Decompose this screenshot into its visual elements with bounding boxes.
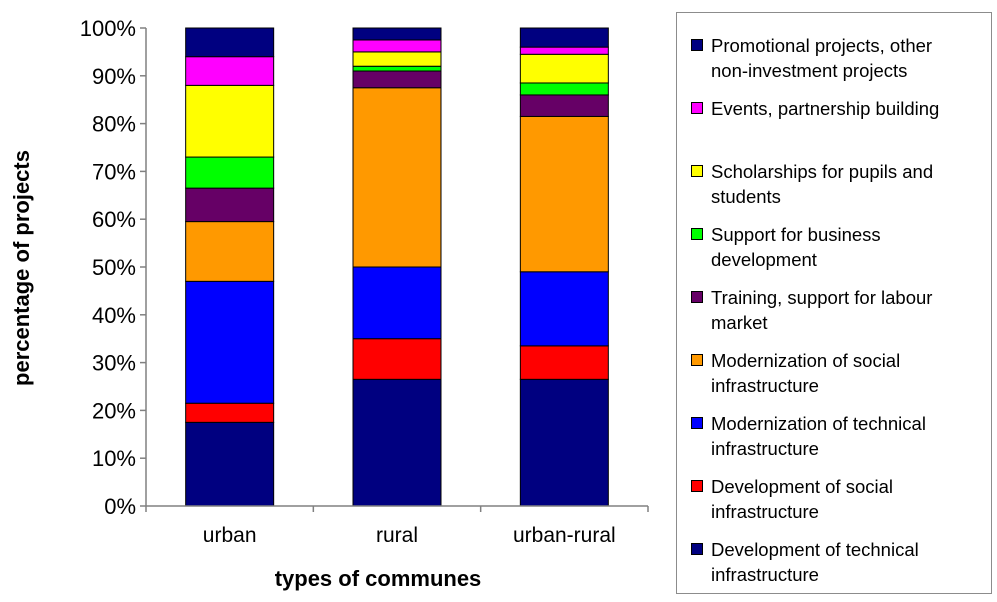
legend-label: Support for business development: [711, 224, 881, 270]
bar-rural-segment-7: [352, 39, 442, 53]
legend-swatch: [691, 543, 703, 555]
legend-item: Support for business development: [691, 222, 987, 272]
bar-rural-segment-4: [352, 70, 442, 89]
stacked-bar-chart: 0% 10% 20% 30% 40% 50% 60% 70% 80% 90% 100% urban r…: [9, 16, 649, 591]
legend-item: Events, partnership building: [691, 96, 987, 121]
legend-swatch: [691, 480, 703, 492]
bar-urban-segment-7: [185, 56, 275, 86]
legend-swatch: [691, 354, 703, 366]
legend-label: Development of technical infrastructure: [711, 539, 919, 585]
y-tick-label: 20%: [92, 398, 136, 423]
legend-label: Modernization of social infrastructure: [711, 350, 901, 396]
legend-label: Scholarships for pupils and students: [711, 161, 934, 207]
y-tick-label: 10%: [92, 446, 136, 471]
y-tick-label: 0%: [104, 494, 136, 519]
bar-urban-rural-segment-7: [519, 46, 609, 55]
bar-rural-segment-5: [352, 65, 442, 72]
bar-rural-segment-0: [352, 378, 442, 507]
legend-swatch: [691, 102, 703, 114]
legend-item: Scholarships for pupils and students: [691, 159, 987, 209]
bar-rural-segment-8: [352, 27, 442, 41]
legend-label: Training, support for labour market: [711, 287, 933, 333]
y-tick-label: 30%: [92, 351, 136, 376]
bar-rural-segment-6: [352, 51, 442, 67]
legend-item: Training, support for labour market: [691, 285, 987, 335]
legend-swatch: [691, 291, 703, 303]
bar-urban-rural-segment-5: [519, 82, 609, 96]
x-category-label: urban: [203, 524, 257, 547]
legend-item: Development of technical infrastructure: [691, 537, 987, 587]
plot-area: [145, 27, 648, 507]
x-category-label: rural: [376, 524, 418, 547]
legend-label: Events, partnership building: [711, 98, 940, 119]
y-axis-title: percentage of projects: [9, 150, 34, 386]
bar-urban-segment-2: [185, 280, 275, 404]
legend: Promotional projects, other non-investmen…: [676, 12, 992, 594]
legend-item: Promotional projects, other non-investmen…: [691, 33, 987, 83]
legend-swatch: [691, 228, 703, 240]
x-category-label: urban-rural: [513, 524, 616, 547]
bar-urban-rural-segment-4: [519, 94, 609, 117]
y-tick-label: 40%: [92, 303, 136, 328]
bar-urban-segment-1: [185, 402, 275, 423]
bar-urban-segment-0: [185, 421, 275, 507]
legend-label: Modernization of technical infrastructure: [711, 413, 926, 459]
y-tick-label: 90%: [92, 64, 136, 89]
bar-urban-rural-segment-8: [519, 27, 609, 48]
bar-urban-segment-8: [185, 27, 275, 58]
bar-urban-rural-segment-3: [519, 115, 609, 273]
bar-rural-segment-1: [352, 338, 442, 380]
bar-urban-rural-segment-1: [519, 345, 609, 380]
y-axis-ticks: 0% 10% 20% 30% 40% 50% 60% 70% 80% 90% 100%: [80, 16, 146, 519]
legend-label: Promotional projects, other non-investmen…: [711, 35, 933, 81]
legend-item: Modernization of technical infrastructure: [691, 411, 987, 461]
legend-swatch: [691, 39, 703, 51]
y-tick-label: 60%: [92, 207, 136, 232]
bar-rural-segment-3: [352, 87, 442, 268]
x-axis-title: types of communes: [275, 566, 482, 591]
bar-urban-segment-5: [185, 156, 275, 189]
legend-item: Development of social infrastructure: [691, 474, 987, 524]
bar-urban-rural-segment-6: [519, 53, 609, 84]
legend-label: Development of social infrastructure: [711, 476, 894, 522]
y-tick-label: 100%: [80, 16, 136, 41]
bar-rural-segment-2: [352, 266, 442, 340]
x-axis-categories: urban rural urban-rural: [145, 506, 649, 547]
bar-urban-rural-segment-0: [519, 378, 609, 507]
legend-swatch: [691, 417, 703, 429]
bar-urban-segment-3: [185, 221, 275, 282]
legend-item: Modernization of social infrastructure: [691, 348, 987, 398]
y-tick-label: 70%: [92, 159, 136, 184]
y-tick-label: 80%: [92, 112, 136, 137]
legend-swatch: [691, 165, 703, 177]
bar-urban-segment-6: [185, 84, 275, 158]
y-tick-label: 50%: [92, 255, 136, 280]
bar-urban-rural-segment-2: [519, 271, 609, 347]
bar-urban-segment-4: [185, 187, 275, 223]
